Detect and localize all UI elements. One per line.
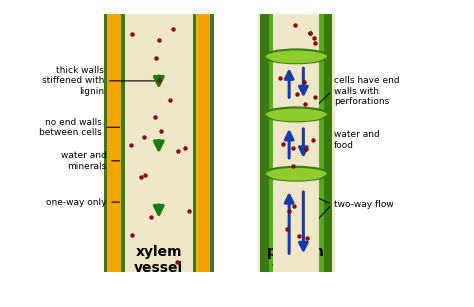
Point — [128, 143, 135, 148]
Bar — [269, 14, 273, 272]
Point — [173, 260, 181, 265]
Ellipse shape — [269, 112, 323, 121]
Bar — [107, 14, 121, 272]
Point — [303, 235, 311, 240]
Point — [301, 80, 308, 85]
Bar — [196, 14, 210, 272]
Ellipse shape — [269, 54, 323, 63]
Point — [147, 215, 155, 220]
Text: no end walls
between cells: no end walls between cells — [39, 118, 102, 137]
Bar — [210, 14, 214, 272]
Point — [293, 91, 301, 96]
Point — [185, 208, 193, 213]
Point — [295, 234, 303, 239]
Point — [280, 142, 287, 147]
Point — [181, 146, 189, 151]
Point — [151, 115, 159, 120]
Text: xylem
vessel: xylem vessel — [134, 245, 183, 275]
Bar — [324, 14, 332, 272]
Point — [307, 31, 314, 36]
Point — [289, 146, 297, 151]
Point — [285, 209, 292, 214]
Bar — [273, 14, 319, 272]
Point — [169, 27, 177, 32]
Point — [276, 76, 283, 81]
Point — [157, 128, 165, 133]
Point — [283, 226, 291, 231]
Text: cells have end
walls with
perforations: cells have end walls with perforations — [334, 76, 400, 106]
Point — [302, 146, 310, 151]
Point — [306, 30, 314, 35]
Point — [142, 173, 149, 177]
Ellipse shape — [264, 49, 328, 63]
Point — [155, 37, 163, 42]
Point — [311, 41, 319, 46]
Text: phloem
vessel: phloem vessel — [267, 245, 325, 275]
Bar — [193, 14, 196, 272]
Text: thick walls
stiffened with
lignin: thick walls stiffened with lignin — [42, 66, 104, 96]
Point — [289, 163, 297, 168]
Bar — [104, 14, 107, 272]
Point — [311, 95, 319, 99]
Point — [155, 77, 163, 82]
Point — [166, 98, 174, 103]
Point — [152, 55, 160, 60]
Point — [128, 233, 136, 238]
Point — [174, 148, 182, 153]
Text: water and
minerals: water and minerals — [61, 151, 107, 170]
Ellipse shape — [264, 107, 328, 121]
Bar — [125, 14, 193, 272]
Text: two-way flow: two-way flow — [334, 200, 394, 209]
Text: one-way only: one-way only — [46, 198, 107, 207]
Point — [310, 36, 318, 41]
Point — [137, 174, 145, 179]
Point — [309, 137, 317, 142]
Text: water and
food: water and food — [334, 130, 380, 150]
Bar — [260, 14, 269, 272]
Ellipse shape — [269, 171, 323, 181]
Bar — [319, 14, 324, 272]
Point — [128, 32, 136, 37]
Bar — [258, 14, 335, 272]
Ellipse shape — [264, 167, 328, 181]
Point — [292, 22, 299, 27]
Point — [140, 134, 148, 139]
Bar — [121, 14, 125, 272]
Point — [291, 204, 298, 208]
Point — [301, 102, 309, 107]
